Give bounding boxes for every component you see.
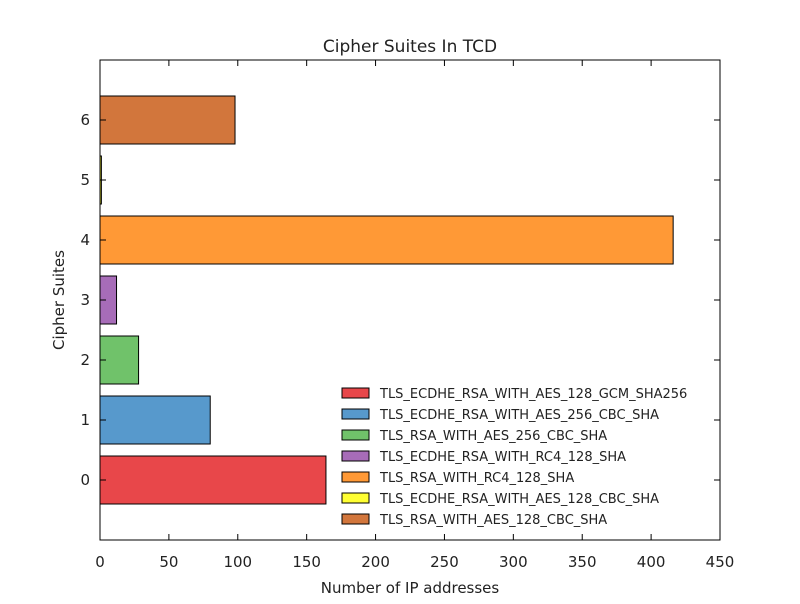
- legend-swatch: [341, 471, 370, 483]
- y-tick-label: 1: [80, 411, 90, 429]
- plot-frame: [99, 59, 721, 541]
- legend: TLS_ECDHE_RSA_WITH_AES_128_GCM_SHA256 TLS…: [341, 387, 687, 528]
- legend-swatch: [341, 513, 370, 525]
- legend-label: TLS_ECDHE_RSA_WITH_AES_256_CBC_SHA: [379, 408, 659, 423]
- bar-2: [99, 335, 140, 385]
- legend-swatch: [341, 408, 370, 420]
- x-tick-label: 150: [292, 553, 321, 571]
- ticks-layer: 0 50 100 150 200 250 300 350 400 450 0 1 2 3 4 5 6: [80, 60, 734, 571]
- legend-swatch: [341, 429, 370, 441]
- legend-label: TLS_ECDHE_RSA_WITH_AES_128_CBC_SHA: [379, 492, 659, 507]
- bars-layer: [99, 95, 674, 505]
- x-tick-label: 250: [430, 553, 459, 571]
- bar-4: [99, 215, 674, 265]
- bar-6: [99, 95, 236, 145]
- x-axis-label: Number of IP addresses: [321, 579, 500, 597]
- x-tick-label: 200: [361, 553, 390, 571]
- x-tick-label: 100: [223, 553, 252, 571]
- x-tick-label: 350: [568, 553, 597, 571]
- y-axis-label: Cipher Suites: [50, 250, 68, 350]
- bar-0: [99, 455, 327, 505]
- y-tick-label: 0: [80, 471, 90, 489]
- legend-label: TLS_ECDHE_RSA_WITH_RC4_128_SHA: [379, 450, 626, 465]
- legend-label: TLS_RSA_WITH_AES_128_CBC_SHA: [379, 513, 607, 528]
- y-tick-label: 2: [80, 351, 90, 369]
- x-tick-label: 0: [95, 553, 105, 571]
- x-tick-label: 300: [499, 553, 528, 571]
- legend-swatch: [341, 387, 370, 399]
- legend-swatch: [341, 492, 370, 504]
- x-tick-label: 450: [706, 553, 735, 571]
- legend-label: TLS_RSA_WITH_AES_256_CBC_SHA: [379, 429, 607, 444]
- chart-title: Cipher Suites In TCD: [323, 37, 497, 57]
- x-tick-label: 50: [159, 553, 178, 571]
- legend-label: TLS_RSA_WITH_RC4_128_SHA: [379, 471, 574, 486]
- legend-label: TLS_ECDHE_RSA_WITH_AES_128_GCM_SHA256: [379, 387, 687, 402]
- x-tick-label: 400: [637, 553, 666, 571]
- legend-swatch: [341, 450, 370, 462]
- y-tick-label: 6: [80, 111, 90, 129]
- y-tick-label: 4: [80, 231, 90, 249]
- y-tick-label: 3: [80, 291, 90, 309]
- y-tick-label: 5: [80, 171, 90, 189]
- bar-1: [99, 395, 211, 445]
